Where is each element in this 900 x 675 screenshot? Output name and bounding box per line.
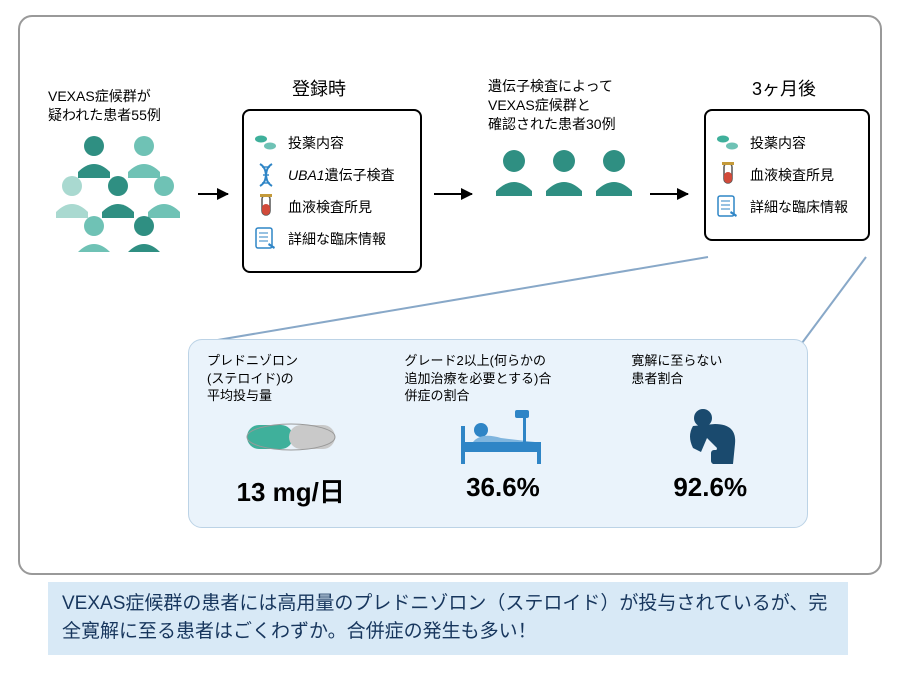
box-row: 詳細な臨床情報 — [716, 195, 858, 219]
blood-tube-icon — [716, 163, 740, 187]
metric-value: 36.6% — [466, 472, 540, 503]
blood-tube-icon — [254, 195, 278, 219]
main-frame: VEXAS症候群が 疑われた患者55例 登録時 投薬内容 — [18, 15, 882, 575]
stage3-label: 遺伝子検査によって VEXAS症候群と 確認された患者30例 — [488, 77, 616, 134]
stage1-label: VEXAS症候群が 疑われた患者55例 — [48, 87, 161, 125]
hospital-bed-icon — [453, 406, 553, 468]
metric-value: 92.6% — [673, 472, 747, 503]
capsule-icon — [243, 406, 339, 468]
box-item-label: UBA1遺伝子検査 — [288, 165, 395, 185]
metric-col: 寛解に至らない 患者割合 92.6% — [631, 352, 789, 509]
metric-value: 13 mg/日 — [237, 472, 345, 509]
metric-label: プレドニゾロン (ステロイド)の 平均投与量 — [207, 352, 298, 406]
box-row: 詳細な臨床情報 — [254, 227, 410, 251]
pills-icon — [254, 131, 278, 155]
metric-col: プレドニゾロン (ステロイド)の 平均投与量 13 mg/日 — [207, 352, 374, 509]
arrow-1 — [198, 193, 228, 195]
conclusion-banner: VEXAS症候群の患者には高用量のプレドニゾロン（ステロイド）が投与されているが… — [48, 582, 848, 655]
box-item-label: 投薬内容 — [750, 133, 806, 153]
metric-label: 寛解に至らない 患者割合 — [631, 352, 722, 406]
clipboard-icon — [716, 195, 740, 219]
dna-icon — [254, 163, 278, 187]
stage4-header: 3ヶ月後 — [752, 75, 816, 101]
metric-col: グレード2以上(何らかの 追加治療を必要とする)合 併症の割合 36.6% — [404, 352, 601, 509]
person-icon — [56, 136, 180, 252]
sad-person-icon — [675, 406, 745, 468]
people-cluster-30 — [490, 147, 640, 197]
arrow-2 — [434, 193, 472, 195]
person-icon — [496, 150, 632, 196]
results-callout: プレドニゾロン (ステロイド)の 平均投与量 13 mg/日 グレード2以上(何… — [188, 339, 808, 528]
pills-icon — [716, 131, 740, 155]
metric-label: グレード2以上(何らかの 追加治療を必要とする)合 併症の割合 — [404, 352, 551, 406]
box-item-label: 血液検査所見 — [288, 197, 372, 217]
box-row: 血液検査所見 — [254, 195, 410, 219]
box-item-label: 投薬内容 — [288, 133, 344, 153]
box-item-label: 詳細な臨床情報 — [288, 229, 386, 249]
followup-box: 投薬内容 血液検査所見 詳細な臨床情報 — [704, 109, 870, 241]
clipboard-icon — [254, 227, 278, 251]
arrow-3 — [650, 193, 688, 195]
box-row: 投薬内容 — [716, 131, 858, 155]
box-row: 血液検査所見 — [716, 163, 858, 187]
box-item-label: 血液検査所見 — [750, 165, 834, 185]
box-row: UBA1遺伝子検査 — [254, 163, 410, 187]
enrollment-box: 投薬内容 UBA1遺伝子検査 血液検査所見 詳細な臨床情報 — [242, 109, 422, 273]
box-row: 投薬内容 — [254, 131, 410, 155]
stage2-header: 登録時 — [292, 75, 346, 101]
people-cluster-55 — [52, 132, 192, 252]
box-item-label: 詳細な臨床情報 — [750, 197, 848, 217]
